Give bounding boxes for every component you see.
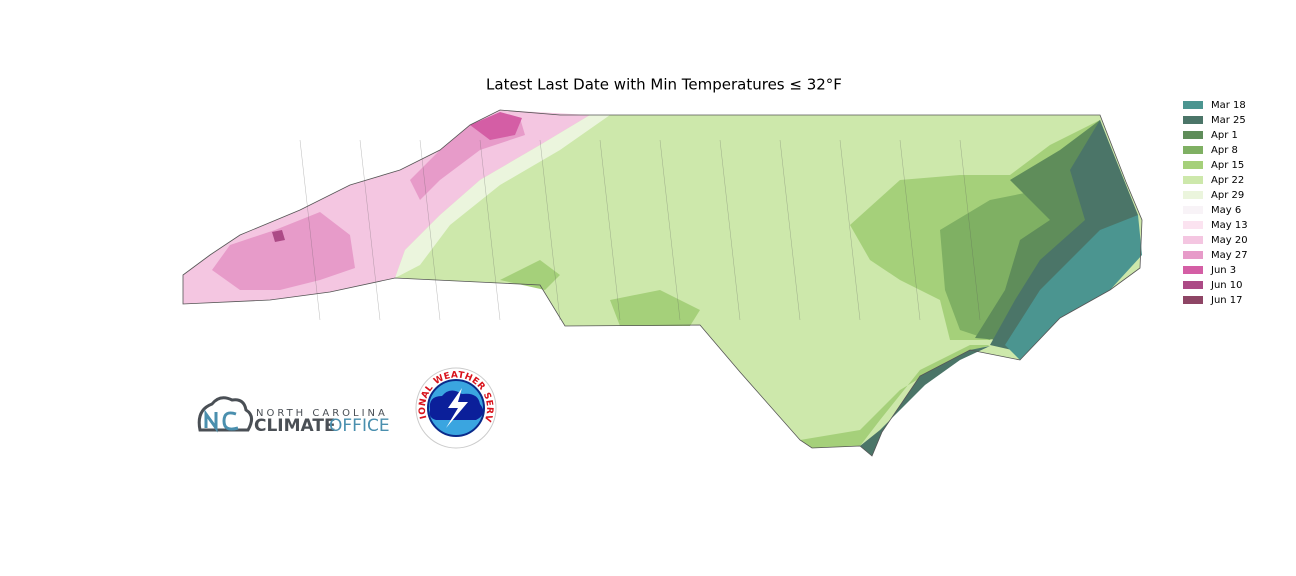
nws-bolt: [446, 388, 468, 428]
temperature-zone: [860, 346, 990, 456]
legend-label: May 6: [1211, 205, 1241, 216]
legend-swatch: [1183, 146, 1203, 154]
county-line: [899, 139, 921, 321]
logo-state: NORTH CAROLINA: [256, 408, 388, 419]
county-line: [479, 139, 501, 321]
county-line: [839, 139, 861, 321]
legend-label: Jun 17: [1210, 295, 1243, 306]
legend-label: Mar 18: [1211, 100, 1246, 111]
legend-label: Jun 10: [1210, 280, 1243, 291]
legend-swatch: [1183, 296, 1203, 304]
temperature-zone: [272, 230, 285, 242]
logo-word2: OFFICE: [329, 416, 390, 436]
county-line: [539, 139, 561, 321]
legend-swatch: [1183, 131, 1203, 139]
legend-swatch: [1183, 101, 1203, 109]
legend-label: Jun 3: [1210, 265, 1236, 276]
logo-nc: [204, 409, 239, 433]
legend-swatch: [1183, 236, 1203, 244]
county-line: [419, 139, 441, 321]
county-line: [779, 139, 801, 321]
temperature-zone: [212, 212, 355, 290]
legend-swatch: [1183, 191, 1203, 199]
map-title: Latest Last Date with Min Temperatures ≤…: [486, 76, 842, 94]
county-line: [359, 139, 381, 321]
climate-office-logo: NORTH CAROLINA CLIMATE OFFICE: [197, 396, 390, 436]
legend-label: May 27: [1211, 250, 1248, 261]
logo-word1: CLIMATE: [254, 416, 336, 436]
legend-label: May 13: [1211, 220, 1248, 231]
legend-label: Apr 8: [1211, 145, 1238, 156]
legend: Mar 18 Mar 25 Apr 1 Apr 8 Apr 15 Apr 22 Apr 29…: [1183, 100, 1248, 306]
logo-cloud: [197, 396, 253, 432]
legend-swatch: [1183, 206, 1203, 214]
legend-swatch: [1183, 161, 1203, 169]
temperature-zone: [470, 112, 522, 140]
legend-label: Apr 22: [1211, 175, 1244, 186]
county-line: [299, 139, 321, 321]
legend-swatch: [1183, 251, 1203, 259]
legend-swatch: [1183, 281, 1203, 289]
county-line: [659, 139, 681, 321]
legend-swatch: [1183, 176, 1203, 184]
legend-label: Apr 15: [1211, 160, 1244, 171]
temperature-zone: [1005, 215, 1142, 360]
map: [182, 109, 1143, 457]
temperature-zone: [990, 120, 1138, 350]
temperature-zone: [395, 115, 610, 278]
legend-label: Apr 29: [1211, 190, 1244, 201]
legend-label: Mar 25: [1211, 115, 1246, 126]
legend-swatch: [1183, 221, 1203, 229]
county-line: [599, 139, 621, 321]
legend-label: Apr 1: [1211, 130, 1238, 141]
temperature-zone: [500, 260, 560, 290]
legend-swatch: [1183, 266, 1203, 274]
county-line: [719, 139, 741, 321]
state-outline: [182, 109, 1143, 457]
county-line: [959, 139, 981, 321]
legend-swatch: [1183, 116, 1203, 124]
legend-label: May 20: [1211, 235, 1248, 246]
temperature-zone: [800, 345, 990, 448]
